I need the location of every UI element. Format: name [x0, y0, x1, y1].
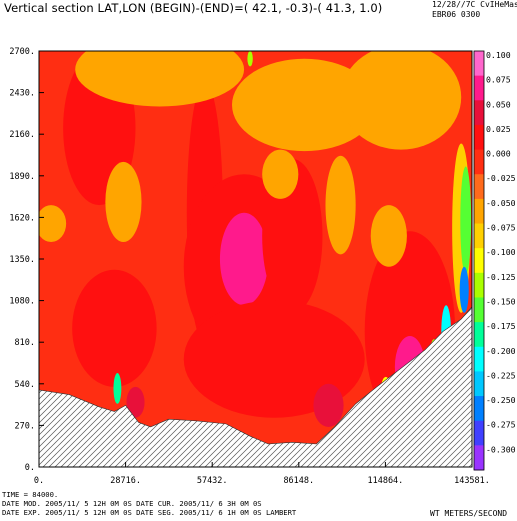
colorbar-swatch: [474, 124, 484, 151]
colorbar-label: -0.275: [486, 420, 516, 430]
x-tick-label: 86148.: [283, 476, 314, 486]
footer-info: TIME = 84000. DATE MOD. 2005/11/ 5 12H 0…: [2, 490, 296, 517]
colorbar-swatch: [474, 248, 484, 274]
colorbar-label: -0.175: [486, 321, 516, 331]
colorbar-label: -0.025: [486, 173, 516, 183]
y-tick-label: 1890.: [9, 172, 35, 182]
x-tick-label: 0.: [34, 476, 44, 486]
colorbar-swatch: [474, 396, 484, 422]
colorbar-label: -0.225: [486, 370, 516, 380]
field-cell-15: [105, 161, 142, 243]
colorbar-label: -0.125: [486, 272, 516, 282]
velocity-field: [39, 51, 472, 467]
footer-time: TIME = 84000.: [2, 490, 59, 499]
field-cell-27: [247, 51, 253, 67]
colorbar-label: 0.025: [486, 124, 511, 134]
field-cell-17: [370, 205, 407, 267]
field-cell-5: [219, 212, 269, 306]
footer-line2: DATE MOD. 2005/11/ 5 12H 0M 0S DATE CUR.…: [2, 499, 262, 508]
y-tick-label: 1080.: [9, 297, 35, 307]
terrain-mask: [39, 306, 472, 467]
colorbar-swatch: [474, 346, 484, 372]
field-cell-13: [232, 58, 377, 152]
y-tick-label: 0.: [25, 463, 35, 473]
header-date-line1: 12/28//7C CvIHeMas: [432, 0, 517, 9]
header-date-line2: EBR06 0300: [432, 10, 481, 19]
field-cell-19: [39, 205, 67, 243]
colorbar-swatch: [474, 445, 484, 471]
y-tick-label: 810.: [15, 338, 35, 348]
field-cell-22: [459, 266, 469, 313]
x-tick-label: 143581.: [454, 476, 490, 486]
x-tick-label: 28716.: [110, 476, 141, 486]
colorbar-label: -0.075: [486, 223, 516, 233]
x-tick-label: 114864.: [367, 476, 403, 486]
x-axis: 0. 28716. 57432. 86148. 114864. 143581.: [34, 462, 490, 486]
colorbar-swatch: [474, 75, 484, 101]
y-tick-label: 2700.: [9, 47, 35, 57]
colorbar-swatch: [474, 174, 484, 200]
colorbar-swatch: [474, 198, 484, 225]
header-date: 12/28//7C CvIHeMas EBR06 0300: [432, 0, 517, 20]
y-tick-label: 1350.: [9, 255, 35, 265]
colorbar-swatch: [474, 223, 484, 249]
colorbar-swatch: [474, 149, 484, 175]
field-cell-25: [113, 373, 122, 404]
colorbar-label: 0.075: [486, 75, 511, 85]
y-tick-label: 540.: [15, 380, 35, 390]
field-cell-11: [313, 383, 344, 427]
colorbar-label: -0.300: [486, 444, 516, 454]
field-cell-12: [75, 51, 245, 107]
field-cell-10: [126, 386, 145, 418]
field-cell-3: [72, 269, 157, 387]
colorbar-swatch: [474, 371, 484, 397]
chart-title: Vertical section LAT,LON (BEGIN)-(END)=(…: [4, 1, 383, 15]
colorbar-label: -0.200: [486, 346, 516, 356]
x-tick-label: 57432.: [197, 476, 228, 486]
colorbar-swatch: [474, 272, 484, 298]
colorbar-label: -0.250: [486, 395, 516, 405]
colorbar: 0.100 0.075 0.050 0.025 0.000 -0.025 -0.050 -0.…: [473, 50, 516, 471]
colorbar-label: -0.150: [486, 296, 516, 306]
field-cell-14: [340, 51, 462, 150]
colorbar-label: -0.050: [486, 198, 516, 208]
colorbar-frame: [473, 50, 485, 471]
field-cell-18: [262, 149, 299, 199]
y-tick-label: 2160.: [9, 130, 35, 140]
colorbar-label: 0.050: [486, 99, 511, 109]
colorbar-label: 0.000: [486, 149, 511, 159]
colorbar-swatch: [474, 322, 484, 348]
terrain-profile: [39, 306, 472, 467]
field-cell-16: [325, 155, 356, 255]
units-label: WT METERS/SECOND: [430, 509, 508, 518]
footer-line3: DATE EXP. 2005/11/ 5 12H 0M 0S DATE SEG.…: [2, 508, 297, 517]
y-tick-label: 270.: [15, 421, 35, 431]
colorbar-label: -0.100: [486, 247, 516, 257]
colorbar-label: 0.100: [486, 50, 511, 60]
field-cell-21: [460, 166, 472, 275]
colorbar-swatch: [474, 297, 484, 323]
y-tick-label: 2430.: [9, 89, 35, 99]
y-tick-label: 1620.: [9, 213, 35, 223]
y-axis: 0. 270. 540. 810. 1080. 1350. 1620. 1890. 2160. 2…: [9, 47, 44, 473]
colorbar-swatch: [474, 420, 484, 446]
colorbar-swatch: [474, 100, 484, 126]
colorbar-swatch: [474, 51, 484, 77]
